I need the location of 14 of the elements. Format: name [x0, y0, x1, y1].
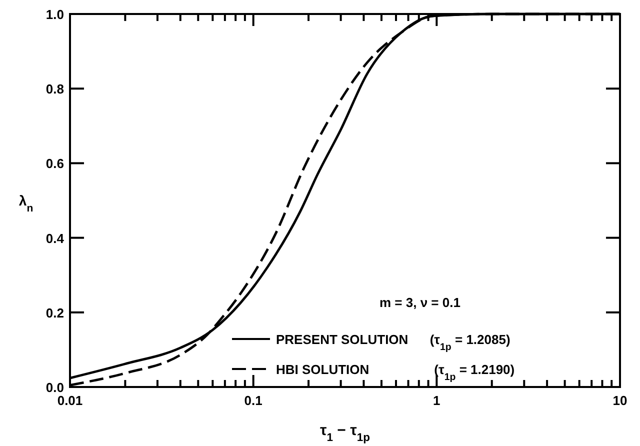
y-axis-title: λ$_{n}$ — [18, 192, 34, 214]
y-tick-label: 0.8 — [46, 82, 64, 97]
x-tick-label: 0.1 — [244, 393, 262, 408]
x-tick-label: 1 — [433, 393, 440, 408]
y-tick-label: 0.2 — [46, 305, 64, 320]
legend-label: PRESENT SOLUTION (τ$_{1p}$ = 1.2085) — [276, 332, 510, 352]
y-tick-label: 0.0 — [46, 380, 64, 395]
y-tick-label: 0.4 — [46, 230, 65, 246]
x-axis-title: τ$_{1}$ − τ$_{1p}$ — [320, 422, 370, 444]
annotation: m = 3, ν = 0.1 — [380, 295, 460, 310]
y-tick-label: 1.0 — [46, 7, 64, 22]
y-tick-label: 0.6 — [46, 156, 64, 172]
x-tick-label: 0.01 — [57, 393, 83, 408]
x-tick-label: 10 — [612, 393, 628, 408]
